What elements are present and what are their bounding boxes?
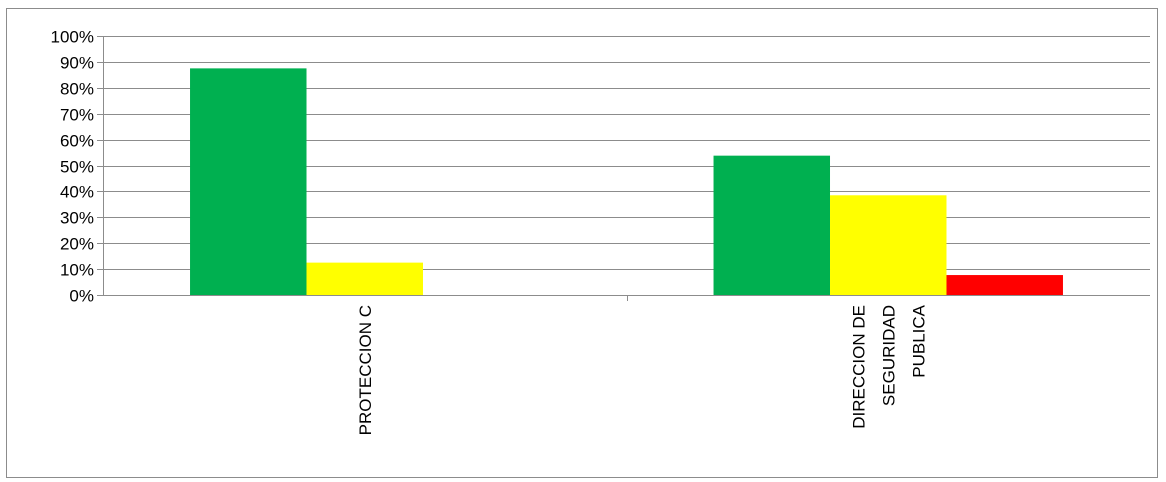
y-tick-label: 80% [60, 80, 94, 99]
y-tick-label: 0% [69, 287, 94, 306]
axes [97, 36, 1150, 301]
y-tick-label: 60% [60, 132, 94, 151]
y-tick-label: 40% [60, 183, 94, 202]
bar [946, 275, 1063, 295]
y-tick-label: 30% [60, 209, 94, 228]
x-category-label-line: SEGURIDAD [879, 305, 898, 406]
y-tick-label: 20% [60, 235, 94, 254]
bar [306, 262, 423, 295]
x-category-label: PROTECCION C [356, 305, 375, 435]
bars [190, 68, 1063, 295]
y-tick-label: 90% [60, 54, 94, 73]
y-axis-tick-labels: 0% 10% 20% 30% 40% 50% 60% 70% 80% 90% 100% [51, 28, 94, 306]
x-category-label: DIRECCION DE SEGURIDAD PUBLICA [849, 304, 928, 428]
x-axis-category-labels: PROTECCION C DIRECCION DE SEGURIDAD PUBLICA [356, 304, 929, 435]
y-tick-label: 70% [60, 106, 94, 125]
x-category-label-line: PUBLICA [909, 304, 928, 377]
y-tick-label: 10% [60, 261, 94, 280]
bar [190, 68, 307, 295]
x-category-label-line: PROTECCION C [356, 305, 375, 435]
bar [713, 155, 831, 295]
y-tick-label: 100% [51, 28, 94, 47]
bar [830, 195, 947, 295]
x-category-label-line: DIRECCION DE [849, 305, 868, 429]
y-tick-label: 50% [60, 158, 94, 177]
